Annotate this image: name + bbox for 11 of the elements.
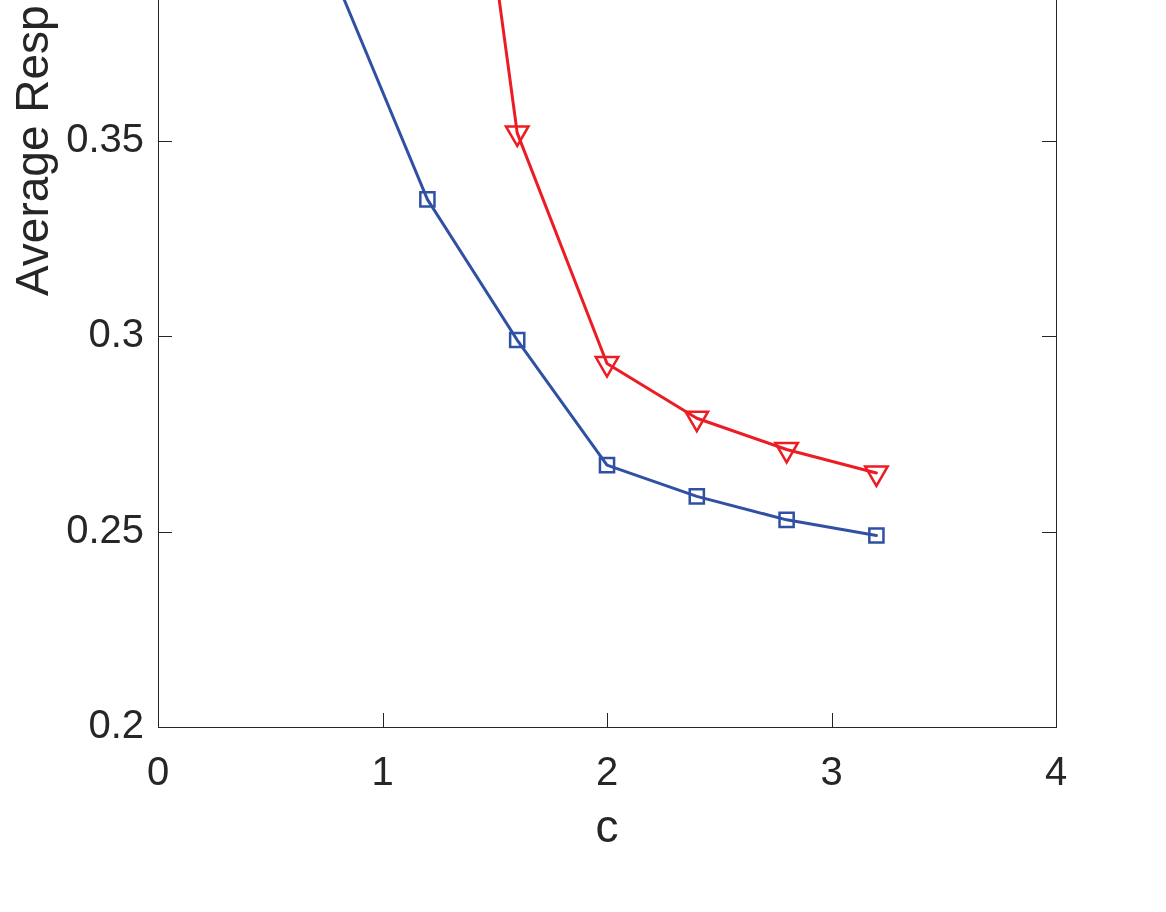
x-tick-label: 4 (1044, 749, 1068, 794)
y-tick-label: 0.3 (88, 311, 144, 356)
y-tick-label: 0.35 (66, 115, 144, 160)
y-tick-label: 0.25 (66, 506, 144, 551)
y-tick-label: 0.2 (88, 702, 144, 747)
x-tick-label: 2 (595, 749, 619, 794)
x-tick-label: 1 (371, 749, 394, 794)
x-tick-label: 3 (820, 749, 843, 794)
y-axis-title: Average Resp (6, 5, 58, 296)
x-tick-label: 0 (146, 749, 170, 794)
x-axis-title: c (595, 799, 619, 852)
